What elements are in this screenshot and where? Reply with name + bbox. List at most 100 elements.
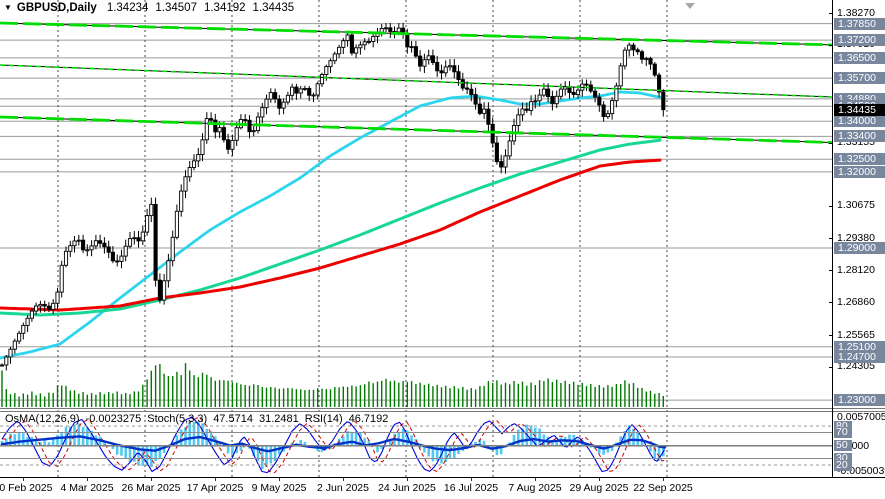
candle-body <box>307 87 312 96</box>
volume-bar <box>415 383 417 407</box>
candle-body <box>388 27 393 32</box>
candle-body <box>597 96 602 106</box>
volume-bar <box>210 377 212 407</box>
volume-bar <box>334 387 336 407</box>
candle-body <box>371 35 376 42</box>
volume-bar <box>5 389 7 407</box>
price-tick-label: 1.38270 <box>837 6 875 19</box>
osma-histogram-bar <box>73 424 76 446</box>
candle-body <box>315 83 320 96</box>
neckline-line[interactable] <box>0 64 833 98</box>
candle-body <box>217 127 222 133</box>
candle-body <box>12 340 17 350</box>
volume-bar <box>504 382 507 407</box>
candle-body <box>196 154 201 162</box>
candle-body <box>473 94 478 105</box>
candle-body <box>136 237 141 242</box>
candle-body <box>319 74 325 85</box>
osma-histogram-bar <box>431 446 435 462</box>
candle-body <box>507 140 512 157</box>
osma-histogram-bar <box>179 429 183 446</box>
volume-bar <box>564 380 566 407</box>
osma-histogram-bar <box>649 446 652 452</box>
candle-body <box>409 46 414 49</box>
volume-bar <box>304 390 306 407</box>
candle-body <box>456 71 461 80</box>
candle-body <box>324 66 329 75</box>
osma-histogram-bar <box>427 446 430 457</box>
volume-bar <box>223 380 225 407</box>
candle-body <box>145 215 150 233</box>
osma-histogram-bar <box>367 440 371 446</box>
volume-bar <box>9 394 12 407</box>
osma-histogram-bar <box>376 446 379 453</box>
date-tick-mark <box>599 478 600 481</box>
candle-body <box>170 236 175 262</box>
price-tick-mark <box>829 270 833 271</box>
candle-body <box>81 239 86 251</box>
rsi-name: RSI(14) <box>304 413 343 425</box>
chart-shift-marker-icon[interactable] <box>685 3 695 9</box>
osma-histogram-bar <box>640 438 644 446</box>
candle-body <box>34 305 39 312</box>
volume-bar <box>137 391 140 407</box>
candle-body <box>639 51 645 60</box>
price-level-label: 1.37850 <box>834 17 885 30</box>
volume-bar <box>624 380 626 407</box>
volume-bar <box>466 389 468 407</box>
candle-body <box>17 332 22 342</box>
candle-body <box>349 34 354 54</box>
candle-body <box>183 176 188 192</box>
volume-bar <box>620 384 622 407</box>
osma-histogram-bar <box>444 446 447 462</box>
candle-body <box>362 41 367 46</box>
osma-histogram-bar <box>495 446 499 456</box>
volume-bar <box>632 383 635 407</box>
symbol-dropdown-icon[interactable]: ▼ <box>4 3 12 12</box>
upper-resistance-line[interactable] <box>0 21 833 47</box>
volume-bar <box>615 383 618 407</box>
osma-histogram-bar <box>184 427 187 446</box>
volume-bar <box>193 375 195 407</box>
candle-body <box>490 123 495 144</box>
volume-bar <box>364 384 366 407</box>
volume-bar <box>295 389 298 407</box>
price-level-label: 1.29000 <box>834 241 885 254</box>
volume-bar <box>602 387 605 407</box>
price-tick-label: 1.30675 <box>837 199 875 212</box>
volume-bar <box>445 385 447 407</box>
volume-bar <box>61 385 63 407</box>
osma-histogram-bar <box>410 435 413 446</box>
osma-histogram-bar <box>329 446 332 450</box>
volume-bar <box>129 394 131 407</box>
volume-bar <box>483 385 485 407</box>
volume-bar <box>628 383 630 407</box>
volume-bar <box>487 381 490 407</box>
candle-body <box>601 104 606 118</box>
lower-support-line[interactable] <box>0 115 833 144</box>
candle-body <box>644 58 649 61</box>
osma-histogram-bar <box>589 446 593 448</box>
candle-body <box>494 142 499 163</box>
osma-histogram-bar <box>619 436 622 446</box>
volume-bar <box>594 386 596 407</box>
volume-bar <box>253 384 255 407</box>
candle-body <box>584 83 589 86</box>
volume-bar <box>31 391 33 407</box>
candle-body <box>622 49 627 67</box>
candle-body <box>38 303 43 307</box>
volume-bar <box>154 365 157 407</box>
candle-body <box>98 240 103 244</box>
osma-histogram-bar <box>43 440 46 446</box>
osma-histogram-bar <box>111 446 115 449</box>
ma-medium-line <box>0 138 662 317</box>
osma-histogram-bar <box>128 446 132 462</box>
candle-body <box>251 130 256 133</box>
candle-body <box>213 119 218 133</box>
date-label: 10 Feb 2025 <box>0 482 53 494</box>
osma-histogram-bar <box>389 438 392 446</box>
candle-body <box>273 92 278 100</box>
date-label: 24 Jun 2025 <box>378 482 436 494</box>
volume-bar <box>556 379 558 407</box>
